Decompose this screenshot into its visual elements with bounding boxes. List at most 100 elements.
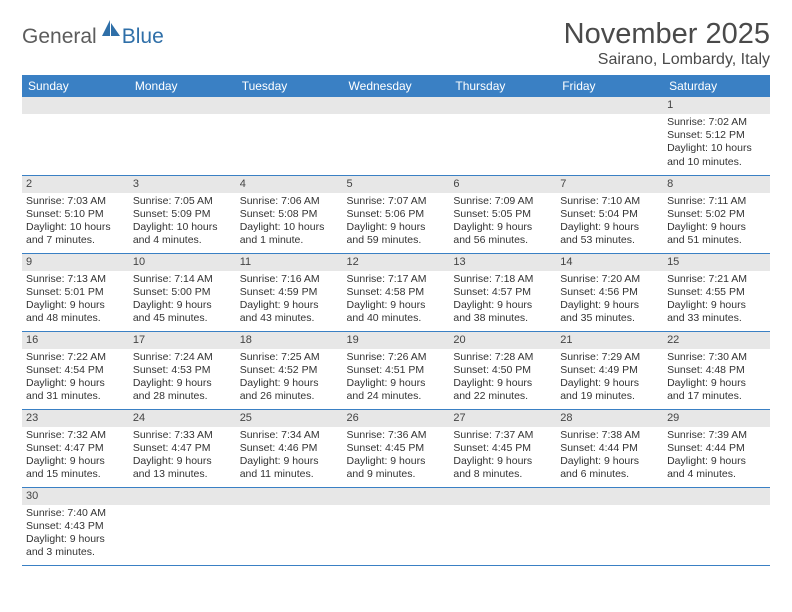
daylight-text: Daylight: 9 hours and 3 minutes. — [26, 533, 125, 559]
calendar-day-cell: 6Sunrise: 7:09 AMSunset: 5:05 PMDaylight… — [449, 175, 556, 253]
header: General Blue November 2025 Sairano, Lomb… — [22, 18, 770, 69]
sunset-text: Sunset: 5:12 PM — [667, 129, 766, 142]
sunrise-text: Sunrise: 7:38 AM — [560, 429, 659, 442]
day-number: 16 — [22, 332, 129, 349]
day-number — [129, 488, 236, 505]
calendar-day-cell — [129, 487, 236, 565]
sunrise-text: Sunrise: 7:34 AM — [240, 429, 339, 442]
day-number — [449, 97, 556, 114]
calendar-day-cell: 14Sunrise: 7:20 AMSunset: 4:56 PMDayligh… — [556, 253, 663, 331]
weekday-header-row: Sunday Monday Tuesday Wednesday Thursday… — [22, 75, 770, 97]
daylight-text: Daylight: 9 hours and 26 minutes. — [240, 377, 339, 403]
day-number: 17 — [129, 332, 236, 349]
day-body — [129, 114, 236, 120]
day-body: Sunrise: 7:18 AMSunset: 4:57 PMDaylight:… — [449, 271, 556, 330]
sunset-text: Sunset: 4:57 PM — [453, 286, 552, 299]
calendar-day-cell: 8Sunrise: 7:11 AMSunset: 5:02 PMDaylight… — [663, 175, 770, 253]
daylight-text: Daylight: 9 hours and 22 minutes. — [453, 377, 552, 403]
sunrise-text: Sunrise: 7:13 AM — [26, 273, 125, 286]
daylight-text: Daylight: 10 hours and 4 minutes. — [133, 221, 232, 247]
calendar-week-row: 23Sunrise: 7:32 AMSunset: 4:47 PMDayligh… — [22, 409, 770, 487]
weekday-header: Saturday — [663, 75, 770, 97]
daylight-text: Daylight: 10 hours and 7 minutes. — [26, 221, 125, 247]
day-number: 8 — [663, 176, 770, 193]
day-number: 27 — [449, 410, 556, 427]
title-block: November 2025 Sairano, Lombardy, Italy — [564, 18, 770, 69]
calendar-day-cell — [556, 97, 663, 175]
sunset-text: Sunset: 5:02 PM — [667, 208, 766, 221]
weekday-header: Thursday — [449, 75, 556, 97]
daylight-text: Daylight: 9 hours and 53 minutes. — [560, 221, 659, 247]
weekday-header: Wednesday — [343, 75, 450, 97]
daylight-text: Daylight: 9 hours and 19 minutes. — [560, 377, 659, 403]
sunset-text: Sunset: 5:01 PM — [26, 286, 125, 299]
day-body: Sunrise: 7:14 AMSunset: 5:00 PMDaylight:… — [129, 271, 236, 330]
daylight-text: Daylight: 9 hours and 38 minutes. — [453, 299, 552, 325]
day-body: Sunrise: 7:02 AMSunset: 5:12 PMDaylight:… — [663, 114, 770, 173]
sunrise-text: Sunrise: 7:21 AM — [667, 273, 766, 286]
calendar-table: Sunday Monday Tuesday Wednesday Thursday… — [22, 75, 770, 566]
sunset-text: Sunset: 5:06 PM — [347, 208, 446, 221]
day-number: 1 — [663, 97, 770, 114]
calendar-day-cell: 9Sunrise: 7:13 AMSunset: 5:01 PMDaylight… — [22, 253, 129, 331]
sunset-text: Sunset: 4:58 PM — [347, 286, 446, 299]
daylight-text: Daylight: 9 hours and 56 minutes. — [453, 221, 552, 247]
day-number: 15 — [663, 254, 770, 271]
day-body: Sunrise: 7:25 AMSunset: 4:52 PMDaylight:… — [236, 349, 343, 408]
day-number — [449, 488, 556, 505]
calendar-day-cell: 5Sunrise: 7:07 AMSunset: 5:06 PMDaylight… — [343, 175, 450, 253]
day-body — [129, 505, 236, 511]
day-body: Sunrise: 7:09 AMSunset: 5:05 PMDaylight:… — [449, 193, 556, 252]
day-body — [556, 505, 663, 511]
calendar-day-cell: 19Sunrise: 7:26 AMSunset: 4:51 PMDayligh… — [343, 331, 450, 409]
day-body: Sunrise: 7:26 AMSunset: 4:51 PMDaylight:… — [343, 349, 450, 408]
calendar-day-cell — [556, 487, 663, 565]
sunrise-text: Sunrise: 7:06 AM — [240, 195, 339, 208]
day-body: Sunrise: 7:38 AMSunset: 4:44 PMDaylight:… — [556, 427, 663, 486]
day-body — [343, 505, 450, 511]
day-number: 18 — [236, 332, 343, 349]
daylight-text: Daylight: 9 hours and 4 minutes. — [667, 455, 766, 481]
sunset-text: Sunset: 4:45 PM — [347, 442, 446, 455]
sunset-text: Sunset: 4:47 PM — [133, 442, 232, 455]
calendar-day-cell: 3Sunrise: 7:05 AMSunset: 5:09 PMDaylight… — [129, 175, 236, 253]
sunset-text: Sunset: 4:52 PM — [240, 364, 339, 377]
day-number: 24 — [129, 410, 236, 427]
calendar-day-cell: 28Sunrise: 7:38 AMSunset: 4:44 PMDayligh… — [556, 409, 663, 487]
day-number — [663, 488, 770, 505]
day-number: 10 — [129, 254, 236, 271]
sunrise-text: Sunrise: 7:18 AM — [453, 273, 552, 286]
calendar-day-cell — [343, 97, 450, 175]
calendar-week-row: 1Sunrise: 7:02 AMSunset: 5:12 PMDaylight… — [22, 97, 770, 175]
day-body: Sunrise: 7:34 AMSunset: 4:46 PMDaylight:… — [236, 427, 343, 486]
calendar-day-cell: 21Sunrise: 7:29 AMSunset: 4:49 PMDayligh… — [556, 331, 663, 409]
calendar-day-cell: 27Sunrise: 7:37 AMSunset: 4:45 PMDayligh… — [449, 409, 556, 487]
sunrise-text: Sunrise: 7:33 AM — [133, 429, 232, 442]
sunrise-text: Sunrise: 7:28 AM — [453, 351, 552, 364]
sunset-text: Sunset: 4:46 PM — [240, 442, 339, 455]
calendar-day-cell — [236, 487, 343, 565]
calendar-day-cell: 18Sunrise: 7:25 AMSunset: 4:52 PMDayligh… — [236, 331, 343, 409]
daylight-text: Daylight: 9 hours and 45 minutes. — [133, 299, 232, 325]
sunrise-text: Sunrise: 7:17 AM — [347, 273, 446, 286]
day-number: 29 — [663, 410, 770, 427]
calendar-day-cell — [22, 97, 129, 175]
day-number: 2 — [22, 176, 129, 193]
calendar-day-cell: 11Sunrise: 7:16 AMSunset: 4:59 PMDayligh… — [236, 253, 343, 331]
daylight-text: Daylight: 9 hours and 48 minutes. — [26, 299, 125, 325]
sunrise-text: Sunrise: 7:07 AM — [347, 195, 446, 208]
sunset-text: Sunset: 4:48 PM — [667, 364, 766, 377]
sunset-text: Sunset: 5:00 PM — [133, 286, 232, 299]
day-body: Sunrise: 7:28 AMSunset: 4:50 PMDaylight:… — [449, 349, 556, 408]
sunrise-text: Sunrise: 7:26 AM — [347, 351, 446, 364]
sunrise-text: Sunrise: 7:16 AM — [240, 273, 339, 286]
day-body: Sunrise: 7:17 AMSunset: 4:58 PMDaylight:… — [343, 271, 450, 330]
daylight-text: Daylight: 9 hours and 28 minutes. — [133, 377, 232, 403]
calendar-day-cell: 22Sunrise: 7:30 AMSunset: 4:48 PMDayligh… — [663, 331, 770, 409]
calendar-day-cell — [663, 487, 770, 565]
day-number: 12 — [343, 254, 450, 271]
calendar-day-cell: 29Sunrise: 7:39 AMSunset: 4:44 PMDayligh… — [663, 409, 770, 487]
day-number: 13 — [449, 254, 556, 271]
sunrise-text: Sunrise: 7:11 AM — [667, 195, 766, 208]
daylight-text: Daylight: 9 hours and 24 minutes. — [347, 377, 446, 403]
